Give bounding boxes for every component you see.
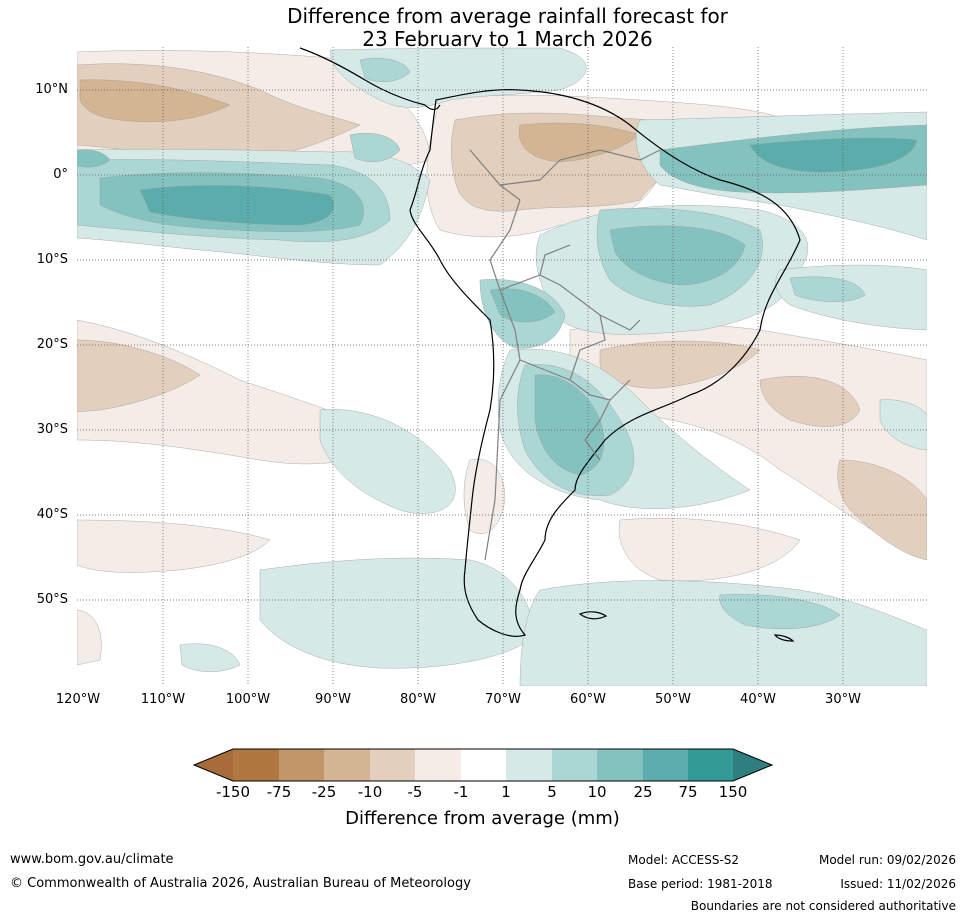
wet-anomaly-region-caribbean-core (359, 57, 411, 83)
wet-anomaly-region-panama (349, 132, 401, 162)
lat-label: 10°N (35, 82, 68, 97)
lon-label: 120°W (55, 692, 101, 707)
model-run-date: Model run: 09/02/2026 (818, 853, 956, 867)
bom-url[interactable]: www.bom.gov.au/climate (10, 852, 174, 867)
lat-label: 50°S (36, 592, 68, 607)
colorbar-segment (506, 749, 552, 781)
colorbar-segment (324, 749, 370, 781)
model-name: Model: ACCESS-S2 (628, 853, 740, 867)
map-plot-area (77, 47, 927, 686)
lon-label: 80°W (400, 692, 436, 707)
lon-label: 30°W (825, 692, 861, 707)
boundaries-disclaimer: Boundaries are not considered authoritat… (690, 899, 956, 913)
lon-label: 70°W (485, 692, 521, 707)
wet-anomaly-region-south-atlantic-north-mid (789, 276, 866, 302)
colorbar-tick-label: 5 (547, 783, 557, 801)
dry-anomaly-region-amazon-north-inner (518, 122, 641, 163)
colorbar-tick-label: -75 (266, 783, 292, 801)
colorbar-tick-label: -10 (357, 783, 383, 801)
colorbar-tick-label: -1 (453, 783, 469, 801)
colorbar-segment (643, 749, 688, 781)
lon-label: 110°W (140, 692, 186, 707)
colorbar-outline (192, 748, 774, 782)
colorbar-segment (597, 749, 643, 781)
wet-anomaly-region-south-atlantic-far (879, 399, 927, 451)
dry-anomaly-region-south-atlantic-far (618, 518, 801, 582)
colorbar-segment (552, 749, 597, 781)
map-title-line-2: 23 February to 1 March 2026 (362, 27, 653, 51)
colorbar-tick-label: -25 (311, 783, 337, 801)
colorbar-tick-label: 25 (633, 783, 653, 801)
colorbar-segment (233, 749, 279, 781)
central-america-coastline (299, 47, 441, 111)
colorbar-tick-label: -5 (407, 783, 423, 801)
colorbar (192, 748, 774, 782)
colorbar-extend-dry-arrow (194, 749, 233, 781)
lon-label: 40°W (740, 692, 776, 707)
map-title-line-1: Difference from average rainfall forecas… (287, 4, 728, 28)
lat-label: 0° (53, 167, 68, 182)
dry-anomaly-region-southwest-atlantic (837, 459, 927, 561)
graticule (77, 47, 927, 686)
colorbar-segment (279, 749, 324, 781)
wet-anomaly-region-central-pacific (77, 149, 111, 168)
wet-anomaly-region-southern-ocean-west (179, 643, 241, 672)
base-period: Base period: 1981-2018 (628, 877, 773, 891)
dry-anomaly-region-north-pacific-inner (79, 79, 231, 123)
colorbar-extend-wet-arrow (733, 749, 772, 781)
wet-anomaly-region-equatorial-pacific-inner (139, 185, 334, 226)
copyright-notice: © Commonwealth of Australia 2026, Austra… (10, 876, 471, 891)
dry-anomaly-region-south-atlantic-east (759, 376, 861, 427)
lat-label: 10°S (36, 252, 68, 267)
wet-anomaly-region-la-plata-core (534, 374, 605, 476)
lat-label: 30°S (36, 422, 68, 437)
lon-label: 60°W (570, 692, 606, 707)
wet-anomaly-region-south-pacific-mid (319, 409, 456, 514)
lon-label: 90°W (315, 692, 351, 707)
colorbar-title: Difference from average (mm) (345, 808, 620, 829)
colorbar-segment (461, 749, 506, 781)
issued-date: Issued: 11/02/2026 (840, 877, 956, 891)
lon-label: 50°W (655, 692, 691, 707)
wet-anomaly-region-southern-ocean-east-mid (719, 594, 841, 630)
colorbar-tick-label: 75 (678, 783, 698, 801)
lon-label: 100°W (225, 692, 271, 707)
colorbar-tick-label: 10 (587, 783, 607, 801)
falkland-islands-coastline (578, 611, 608, 620)
dry-anomaly-region-low-pacific (77, 609, 102, 666)
wet-anomaly-region-brazil-northeast-core (609, 225, 746, 286)
dry-anomaly-region-south-pacific-band (77, 519, 271, 573)
wet-anomaly-region-equatorial-atlantic-core (749, 137, 918, 173)
lat-label: 40°S (36, 507, 68, 522)
colorbar-tick-label: 1 (501, 783, 511, 801)
colorbar-segment (370, 749, 415, 781)
country-borders (469, 149, 661, 561)
colorbar-segment (688, 749, 733, 781)
colorbar-segment (415, 749, 461, 781)
south-america-coastline (409, 89, 801, 637)
colorbar-tick-label: 150 (718, 783, 748, 801)
colorbar-tick-label: -150 (215, 783, 251, 801)
lat-label: 20°S (36, 337, 68, 352)
dry-anomaly-region-south-pacific-west-core (77, 339, 201, 413)
south-georgia-coastline (773, 634, 795, 642)
